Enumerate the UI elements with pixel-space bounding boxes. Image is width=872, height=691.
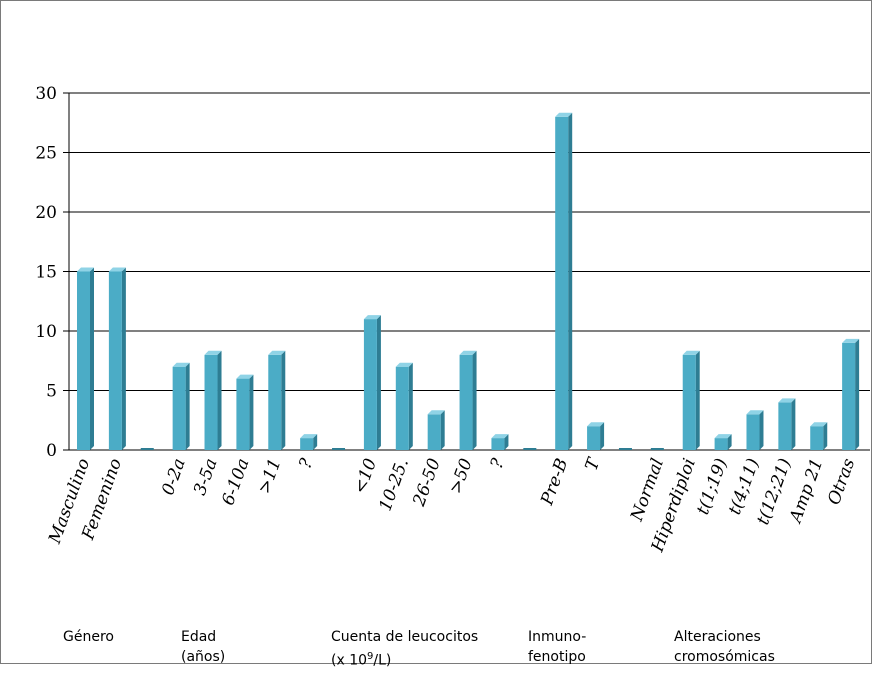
gridlines <box>63 92 870 451</box>
bar-blank-17 <box>618 448 632 450</box>
bar-? <box>300 434 318 450</box>
x-tick-label: 6-10a <box>218 456 253 508</box>
x-tick-label: >50 <box>446 456 477 497</box>
bar-Amp 21 <box>810 422 828 450</box>
bar-? <box>491 434 509 450</box>
group-label-leucocitos: Cuenta de leucocitos (x 109/L) <box>331 629 479 669</box>
x-tick-label: 0-2a <box>158 456 190 498</box>
x-tick-label: T <box>582 454 605 473</box>
bar-blank-8 <box>332 448 346 450</box>
bar-10-25. <box>395 362 413 450</box>
bar-26-50 <box>427 410 445 450</box>
y-tick-label: 10 <box>35 322 57 342</box>
y-axis-ticks: 0 5 10 15 20 25 30 <box>35 84 57 461</box>
bar-Femenino <box>108 267 126 450</box>
x-tick-label: 10-25. <box>376 456 413 514</box>
x-tick-label: Otras <box>824 456 859 508</box>
bar-Otras <box>842 338 860 450</box>
x-tick-label: ? <box>295 455 317 471</box>
bar-t(4;11) <box>746 410 764 450</box>
x-tick-label: ? <box>487 455 509 471</box>
bar->11 <box>268 350 286 450</box>
bars <box>77 112 860 451</box>
bar-0-2a <box>172 362 190 450</box>
x-tick-label: <10 <box>350 456 381 497</box>
bar->50 <box>459 350 477 450</box>
x-tick-label: Pre-B <box>537 456 573 509</box>
x-tick-label: >11 <box>254 456 285 497</box>
group-label-genero: Género <box>63 629 114 645</box>
bar-blank-14 <box>523 448 537 450</box>
group-label-alteraciones: Alteraciones cromosómicas <box>674 629 775 665</box>
bar-t(1;19) <box>714 434 732 450</box>
bar-Pre-B <box>555 112 573 451</box>
x-tick-label: 26-50 <box>409 456 445 510</box>
y-tick-label: 0 <box>46 441 57 461</box>
bar-Normal <box>650 448 664 450</box>
bar-<10 <box>363 315 381 450</box>
group-label-inmunofenotipo: Inmuno- fenotipo <box>528 629 587 665</box>
chart-frame: 0 5 10 15 20 25 30 Masculino Femenino 0-2a 3-5a 6-… <box>0 0 872 669</box>
y-tick-label: 15 <box>35 263 57 283</box>
y-tick-label: 5 <box>46 382 57 402</box>
bar-6-10a <box>236 374 254 450</box>
bar-Masculino <box>77 267 94 450</box>
y-tick-label: 25 <box>35 144 57 164</box>
bar-t(12;21) <box>778 398 796 450</box>
bar-T <box>587 422 605 450</box>
bar-Hiperdiploi <box>682 350 700 450</box>
y-tick-label: 30 <box>35 84 57 104</box>
bar-blank-2 <box>140 448 154 450</box>
group-label-edad: Edad (años) <box>181 629 226 665</box>
x-tick-label: 3-5a <box>190 456 222 498</box>
y-tick-label: 20 <box>35 203 57 223</box>
bar-3-5a <box>204 350 222 450</box>
